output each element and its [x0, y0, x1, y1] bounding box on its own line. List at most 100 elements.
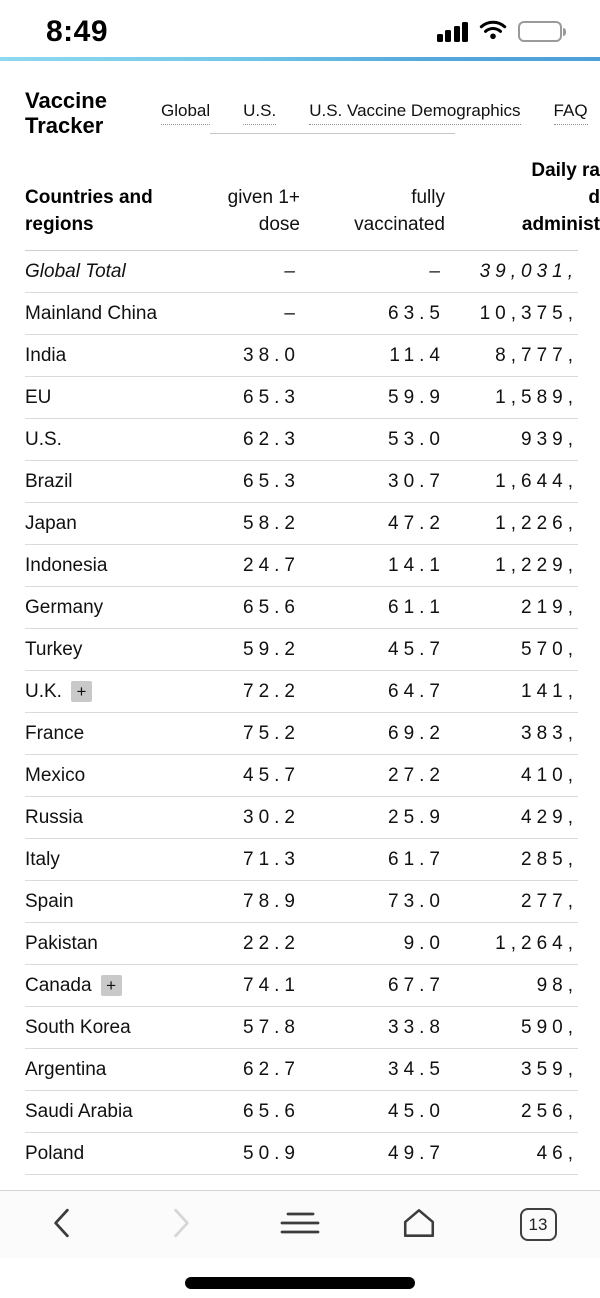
country-label: Brazil: [25, 470, 73, 492]
country-name: Mexico: [25, 765, 185, 787]
fully-vaccinated-value: 14.1: [388, 554, 445, 576]
country-name: EU: [25, 387, 185, 409]
fully-vaccinated-value: 69.2: [388, 722, 445, 744]
main-nav: Global U.S. U.S. Vaccine Demographics FA…: [161, 101, 600, 125]
country-label: EU: [25, 386, 52, 408]
page-accent-line: [0, 57, 600, 61]
country-label: Mainland China: [25, 302, 158, 324]
country-label: Poland: [25, 1142, 85, 1164]
battery-icon: [518, 21, 566, 42]
dose1-value: 58.2: [243, 512, 300, 534]
dose1-value: 65.6: [243, 1100, 300, 1122]
dose1-value: 75.2: [243, 722, 300, 744]
table-row: Indonesia 24.7 14.1 1,229,: [25, 545, 578, 587]
daily-rate-value: 39,031,: [479, 260, 578, 282]
country-label: Turkey: [25, 638, 83, 660]
table-row: Mexico 45.7 27.2 410,: [25, 755, 578, 797]
fully-vaccinated-value: 63.5: [388, 302, 445, 324]
country-name: Japan: [25, 513, 185, 535]
expand-plus-icon[interactable]: +: [70, 681, 92, 702]
country-label: U.K.: [25, 680, 62, 702]
dose1-value: 30.2: [243, 806, 300, 828]
home-indicator[interactable]: [185, 1277, 415, 1289]
table-header-row: Countries and regions given 1+ dose full…: [25, 160, 600, 251]
country-label: Indonesia: [25, 554, 108, 576]
nav-link-us-vaccine-demographics[interactable]: U.S. Vaccine Demographics: [309, 101, 521, 125]
daily-rate-value: 1,589,: [495, 386, 578, 408]
home-button[interactable]: [391, 1201, 447, 1249]
table-row: Italy 71.3 61.7 285,: [25, 839, 578, 881]
dose1-value: 59.2: [243, 638, 300, 660]
daily-rate-value: 429,: [521, 806, 578, 828]
home-icon: [401, 1207, 437, 1242]
country-label: Germany: [25, 596, 104, 618]
country-name: Poland: [25, 1143, 185, 1165]
fully-vaccinated-value: 45.7: [388, 638, 445, 660]
country-name: Brazil: [25, 471, 185, 493]
daily-rate-value: 141,: [521, 680, 578, 702]
country-label: South Korea: [25, 1016, 131, 1038]
daily-rate-value: 98,: [536, 974, 578, 996]
table-row: India 38.0 11.4 8,777,: [25, 335, 578, 377]
dose1-value: 65.3: [243, 386, 300, 408]
country-label: Japan: [25, 512, 77, 534]
chevron-left-icon: [51, 1207, 73, 1242]
status-time: 8:49: [46, 14, 109, 48]
daily-rate-value: 10,375,: [479, 302, 578, 324]
column-header-countries: Countries and regions: [25, 187, 153, 235]
dose1-value: 72.2: [243, 680, 300, 702]
country-name: Russia: [25, 807, 185, 829]
fully-vaccinated-value: 67.7: [388, 974, 445, 996]
forward-button[interactable]: [153, 1201, 209, 1249]
fully-vaccinated-value: 61.7: [388, 848, 445, 870]
nav-link-us[interactable]: U.S.: [243, 101, 277, 125]
country-name: South Korea: [25, 1017, 185, 1039]
nav-link-faq[interactable]: FAQ: [553, 101, 588, 125]
site-title-line1: Vaccine: [25, 88, 107, 113]
nav-scroll-indicator: [210, 133, 455, 134]
country-label: Italy: [25, 848, 60, 870]
fully-vaccinated-value: 61.1: [388, 596, 445, 618]
table-row: Turkey 59.2 45.7 570,: [25, 629, 578, 671]
dose1-value: 50.9: [243, 1142, 300, 1164]
column-header-fully-vaccinated: fully vaccinated: [354, 187, 445, 235]
tabs-button[interactable]: 13: [510, 1201, 566, 1249]
daily-rate-value: 410,: [521, 764, 578, 786]
table-row: U.K. + 72.2 64.7 141,: [25, 671, 578, 713]
country-name: U.K. +: [25, 681, 185, 703]
back-button[interactable]: [34, 1201, 90, 1249]
menu-button[interactable]: [272, 1201, 328, 1249]
table-row: Brazil 65.3 30.7 1,644,: [25, 461, 578, 503]
daily-rate-value: 219,: [521, 596, 578, 618]
dose1-value: 45.7: [243, 764, 300, 786]
daily-rate-value: 1,264,: [495, 932, 578, 954]
table-row: Germany 65.6 61.1 219,: [25, 587, 578, 629]
dose1-value: 24.7: [243, 554, 300, 576]
table-row: U.S. 62.3 53.0 939,: [25, 419, 578, 461]
nav-link-global[interactable]: Global: [161, 101, 211, 125]
table-row: Mainland China – 63.5 10,375,: [25, 293, 578, 335]
table-row: Poland 50.9 49.7 46,: [25, 1133, 578, 1175]
fully-vaccinated-value: 73.0: [388, 890, 445, 912]
table-row: Japan 58.2 47.2 1,226,: [25, 503, 578, 545]
country-name: Indonesia: [25, 555, 185, 577]
country-name: Italy: [25, 849, 185, 871]
dose1-value: 22.2: [243, 932, 300, 954]
dose1-value: 62.3: [243, 428, 300, 450]
status-bar: 8:49: [0, 0, 600, 57]
fully-vaccinated-value: 45.0: [388, 1100, 445, 1122]
column-header-given-dose: given 1+ dose: [227, 187, 300, 235]
country-label: Global Total: [25, 260, 126, 282]
daily-rate-value: 359,: [521, 1058, 578, 1080]
country-name: Spain: [25, 891, 185, 913]
country-label: India: [25, 344, 67, 366]
country-name: Global Total: [25, 261, 185, 283]
expand-plus-icon[interactable]: +: [100, 975, 122, 996]
status-icons: [436, 19, 566, 45]
dose1-value: –: [284, 260, 300, 282]
daily-rate-value: 383,: [521, 722, 578, 744]
country-name: U.S.: [25, 429, 185, 451]
dose1-value: 65.3: [243, 470, 300, 492]
country-name: France: [25, 723, 185, 745]
table-body: Global Total – – 39,031, Mainland China …: [25, 251, 578, 1175]
